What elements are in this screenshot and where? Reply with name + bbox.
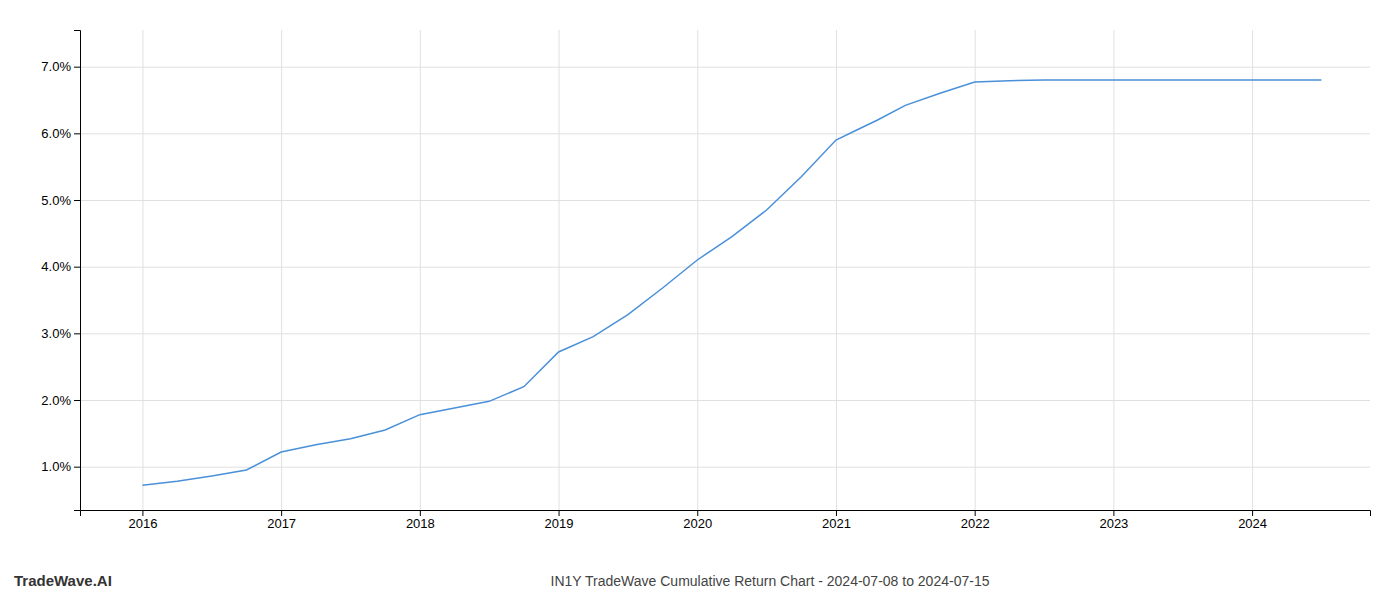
x-grid-line <box>142 30 143 510</box>
x-tick-mark <box>420 510 421 516</box>
y-tick-label: 5.0% <box>41 193 71 208</box>
x-tick-label: 2017 <box>267 516 296 531</box>
x-tick-label: 2023 <box>1099 516 1128 531</box>
y-axis-line <box>74 31 81 511</box>
x-tick: 2022 <box>961 510 990 531</box>
y-tick: 3.0% <box>41 326 80 341</box>
x-grid-tick <box>559 30 560 510</box>
x-tick-label: 2021 <box>822 516 851 531</box>
x-grid <box>143 30 1253 510</box>
y-tick: 7.0% <box>41 59 80 74</box>
x-tick: 2020 <box>683 510 712 531</box>
y-tick-mark <box>74 267 80 268</box>
x-grid-line <box>559 30 560 510</box>
y-grid-tick <box>80 467 1370 468</box>
y-grid-tick <box>80 200 1370 201</box>
x-grid-tick <box>1113 30 1114 510</box>
y-grid-line <box>80 267 1370 268</box>
y-grid-tick <box>80 133 1370 134</box>
x-tick-label: 2020 <box>683 516 712 531</box>
y-tick-mark <box>74 333 80 334</box>
y-tick: 4.0% <box>41 259 80 274</box>
y-tick: 5.0% <box>41 193 80 208</box>
y-tick-mark <box>74 67 80 68</box>
x-tick-mark <box>559 510 560 516</box>
x-grid-tick <box>697 30 698 510</box>
x-axis: 2016 2017 2018 2019 2020 2021 2022 2023 2024 <box>81 510 1371 531</box>
x-tick: 2017 <box>267 510 296 531</box>
x-tick-mark <box>1113 510 1114 516</box>
marks <box>142 80 1321 485</box>
x-grid-line <box>1113 30 1114 510</box>
y-tick: 2.0% <box>41 393 80 408</box>
x-grid-tick <box>836 30 837 510</box>
x-tick-label: 2016 <box>128 516 157 531</box>
y-tick-label: 3.0% <box>41 326 71 341</box>
y-tick-label: 2.0% <box>41 393 71 408</box>
y-tick-label: 4.0% <box>41 259 71 274</box>
x-tick: 2019 <box>545 510 574 531</box>
chart: 2016 2017 2018 2019 2020 2021 2022 2023 2024 1.0%… <box>0 0 1400 600</box>
x-grid-line <box>836 30 837 510</box>
x-grid-line <box>281 30 282 510</box>
y-grid-tick <box>80 333 1370 334</box>
y-grid-line <box>80 467 1370 468</box>
x-tick: 2018 <box>406 510 435 531</box>
y-grid-tick <box>80 400 1370 401</box>
x-axis-line <box>81 511 1371 517</box>
x-grid-line <box>420 30 421 510</box>
y-grid-tick <box>80 67 1370 68</box>
y-tick-mark <box>74 467 80 468</box>
line <box>142 80 1321 485</box>
x-grid-tick <box>281 30 282 510</box>
y-tick: 6.0% <box>41 126 80 141</box>
x-tick-mark <box>836 510 837 516</box>
y-tick-mark <box>74 133 80 134</box>
y-tick-mark <box>74 200 80 201</box>
y-tick-label: 6.0% <box>41 126 71 141</box>
y-tick: 1.0% <box>41 459 80 474</box>
x-tick-label: 2019 <box>545 516 574 531</box>
x-tick: 2024 <box>1238 510 1267 531</box>
x-grid-tick <box>142 30 143 510</box>
x-tick-label: 2024 <box>1238 516 1267 531</box>
x-grid-tick <box>975 30 976 510</box>
x-grid-line <box>697 30 698 510</box>
y-tick-label: 1.0% <box>41 459 71 474</box>
y-grid <box>80 67 1370 467</box>
y-tick-mark <box>74 400 80 401</box>
watermark: TradeWave.AI <box>14 572 112 589</box>
y-axis: 1.0% 2.0% 3.0% 4.0% 5.0% 6.0% 7.0% <box>41 31 80 511</box>
x-tick: 2021 <box>822 510 851 531</box>
x-grid-tick <box>420 30 421 510</box>
y-grid-tick <box>80 267 1370 268</box>
x-tick-label: 2022 <box>961 516 990 531</box>
x-tick-mark <box>281 510 282 516</box>
x-tick-label: 2018 <box>406 516 435 531</box>
y-grid-line <box>80 67 1370 68</box>
y-grid-line <box>80 333 1370 334</box>
x-grid-line <box>1252 30 1253 510</box>
title: IN1Y TradeWave Cumulative Return Chart -… <box>551 573 990 589</box>
plot-area: 2016 2017 2018 2019 2020 2021 2022 2023 2024 1.0%… <box>41 30 1370 531</box>
x-tick-mark <box>975 510 976 516</box>
y-grid-line <box>80 133 1370 134</box>
y-tick-label: 7.0% <box>41 59 71 74</box>
x-tick-mark <box>1252 510 1253 516</box>
y-grid-line <box>80 400 1370 401</box>
y-grid-line <box>80 200 1370 201</box>
x-grid-line <box>975 30 976 510</box>
x-tick: 2016 <box>128 510 157 531</box>
x-tick-mark <box>142 510 143 516</box>
x-tick: 2023 <box>1099 510 1128 531</box>
x-tick-mark <box>697 510 698 516</box>
x-grid-tick <box>1252 30 1253 510</box>
